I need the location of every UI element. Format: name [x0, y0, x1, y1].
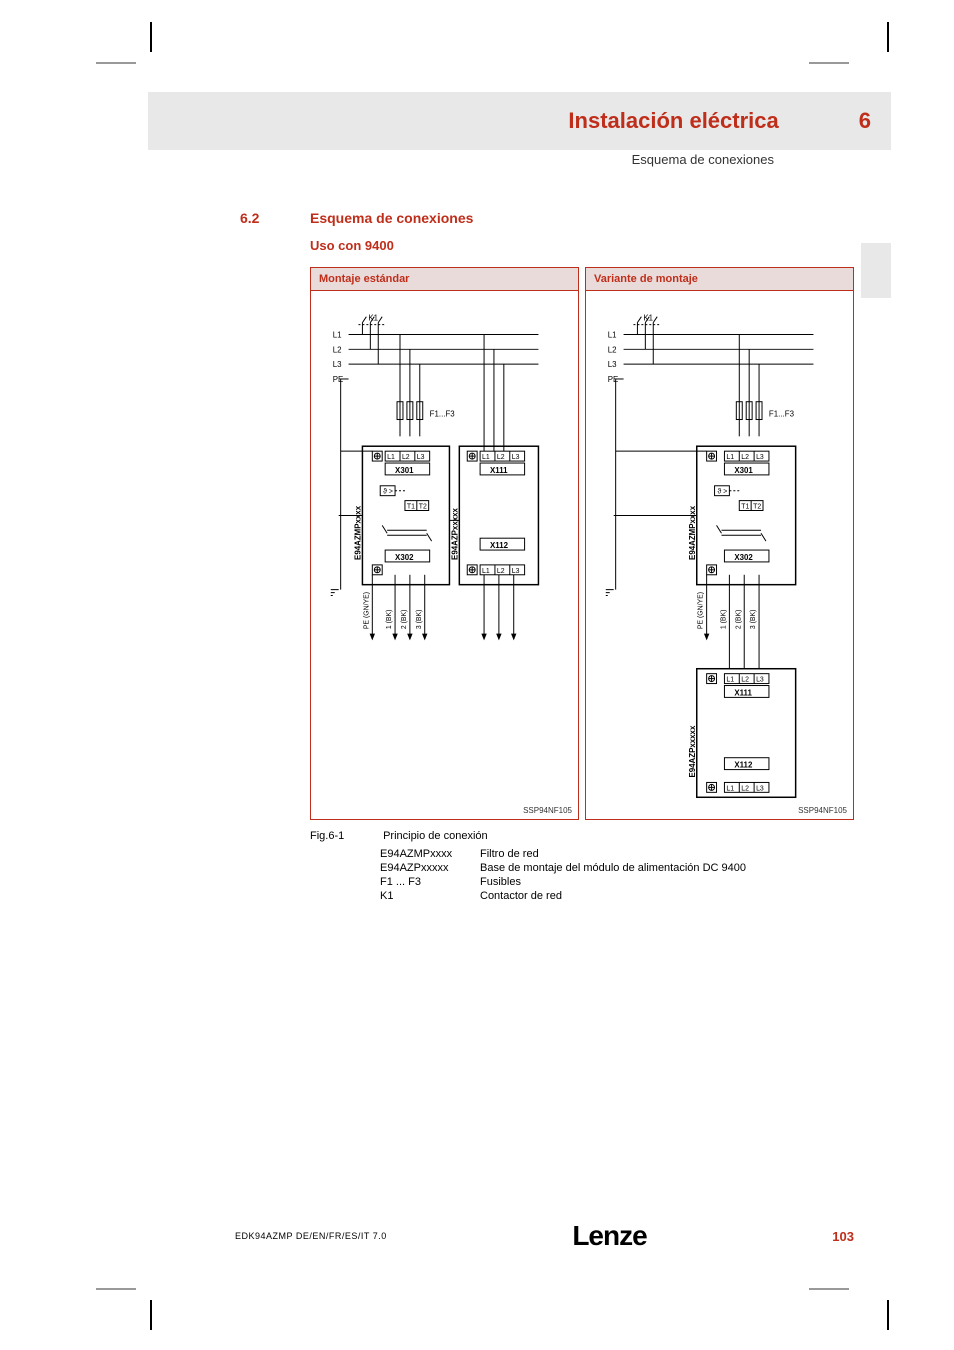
diagram-left-header: Montaje estándar [310, 267, 579, 290]
svg-text:L1: L1 [726, 677, 734, 684]
crop-mark [96, 1288, 136, 1290]
x301-label: X301 [395, 466, 414, 475]
crop-mark [150, 1300, 152, 1330]
legend-row: K1Contactor de red [380, 890, 854, 902]
legend-row: E94AZMPxxxxFiltro de red [380, 848, 854, 860]
label-l1: L1 [608, 330, 617, 339]
page-header: Instalación eléctrica 6 [148, 92, 891, 150]
label-fuses: F1...F3 [430, 410, 456, 419]
x111-label: X111 [734, 688, 752, 697]
page-footer: EDK94AZMP DE/EN/FR/ES/IT 7.0 Lenze 103 [235, 1220, 854, 1252]
diagram-left: Montaje estándar K1 L1 L2 L3 PE [310, 267, 579, 820]
crop-mark [887, 1300, 889, 1330]
svg-text:L2: L2 [497, 568, 505, 575]
wire-2: 2 (BK) [735, 610, 742, 630]
diagram-right-caption: SSP94NF105 [798, 806, 847, 815]
figure-caption-text: Principio de conexión [383, 830, 488, 842]
wire-pe: PE (GN/YE) [363, 592, 370, 629]
wire-2: 2 (BK) [401, 610, 408, 630]
svg-text:L3: L3 [756, 677, 764, 684]
svg-text:L3: L3 [512, 454, 520, 461]
x301-label: X301 [734, 466, 753, 475]
box1-label: E94AZMPxxxx [688, 505, 697, 560]
crop-mark [96, 62, 136, 64]
wire-pe: PE (GN/YE) [698, 592, 705, 629]
label-l1: L1 [333, 330, 342, 339]
svg-text:L2: L2 [497, 454, 505, 461]
chapter-number: 6 [859, 108, 871, 134]
svg-text:L2: L2 [741, 454, 749, 461]
svg-text:ϑ >: ϑ > [718, 489, 728, 496]
svg-text:L3: L3 [756, 454, 764, 461]
header-subtitle: Esquema de conexiones [632, 152, 774, 167]
wire-3: 3 (BK) [416, 610, 423, 630]
diagram-row: Montaje estándar K1 L1 L2 L3 PE [310, 267, 854, 820]
svg-text:L3: L3 [512, 568, 520, 575]
svg-text:T2: T2 [753, 504, 761, 511]
footer-doc-id: EDK94AZMP DE/EN/FR/ES/IT 7.0 [235, 1231, 387, 1241]
svg-text:T1: T1 [741, 504, 749, 511]
header-title: Instalación eléctrica [568, 108, 778, 134]
side-tab [861, 243, 891, 298]
svg-text:T2: T2 [419, 504, 427, 511]
label-l3: L3 [608, 360, 617, 369]
x111-label: X111 [490, 466, 508, 475]
label-l3: L3 [333, 360, 342, 369]
svg-text:L1: L1 [726, 454, 734, 461]
legend: E94AZMPxxxxFiltro de red E94AZPxxxxxBase… [380, 848, 854, 902]
box1-label: E94AZMPxxxx [353, 505, 362, 560]
crop-mark [809, 1288, 849, 1290]
svg-text:L1: L1 [482, 454, 490, 461]
section-subtitle: Uso con 9400 [310, 238, 854, 253]
section-number: 6.2 [240, 210, 280, 226]
content-area: 6.2 Esquema de conexiones Uso con 9400 M… [240, 210, 854, 904]
wire-3: 3 (BK) [750, 610, 757, 630]
svg-text:L1: L1 [726, 785, 734, 792]
svg-text:L2: L2 [402, 454, 410, 461]
crop-mark [887, 22, 889, 52]
x302-label: X302 [734, 553, 753, 562]
x112-label: X112 [734, 761, 753, 770]
wire-1: 1 (BK) [720, 610, 727, 630]
diagram-right: Variante de montaje K1 L1 L2 L3 PE [585, 267, 854, 820]
svg-text:L1: L1 [482, 568, 490, 575]
figure-caption: Fig.6-1 Principio de conexión [310, 830, 854, 842]
svg-text:ϑ >: ϑ > [383, 489, 393, 496]
x112-label: X112 [490, 541, 509, 550]
x302-label: X302 [395, 553, 414, 562]
svg-text:L1: L1 [387, 454, 395, 461]
diagram-right-header: Variante de montaje [585, 267, 854, 290]
label-l2: L2 [333, 345, 342, 354]
section-title: Esquema de conexiones [310, 210, 473, 226]
wire-1: 1 (BK) [386, 610, 393, 630]
box2-label: E94AZPxxxxx [688, 725, 697, 777]
svg-text:L2: L2 [741, 785, 749, 792]
figure-label: Fig.6-1 [310, 830, 380, 842]
svg-text:L2: L2 [741, 677, 749, 684]
crop-mark [809, 62, 849, 64]
diagram-left-caption: SSP94NF105 [523, 806, 572, 815]
label-l2: L2 [608, 345, 617, 354]
label-fuses: F1...F3 [769, 410, 795, 419]
diagram-right-body: K1 L1 L2 L3 PE [585, 290, 854, 820]
footer-page-number: 103 [832, 1229, 854, 1244]
footer-logo: Lenze [572, 1220, 646, 1252]
legend-row: F1 ... F3Fusibles [380, 876, 854, 888]
crop-mark [150, 22, 152, 52]
svg-text:L3: L3 [756, 785, 764, 792]
legend-row: E94AZPxxxxxBase de montaje del módulo de… [380, 862, 854, 874]
diagram-left-body: K1 L1 L2 L3 PE [310, 290, 579, 820]
svg-text:T1: T1 [407, 504, 415, 511]
svg-text:L3: L3 [417, 454, 425, 461]
box2-label: E94AZPxxxxx [450, 507, 459, 559]
